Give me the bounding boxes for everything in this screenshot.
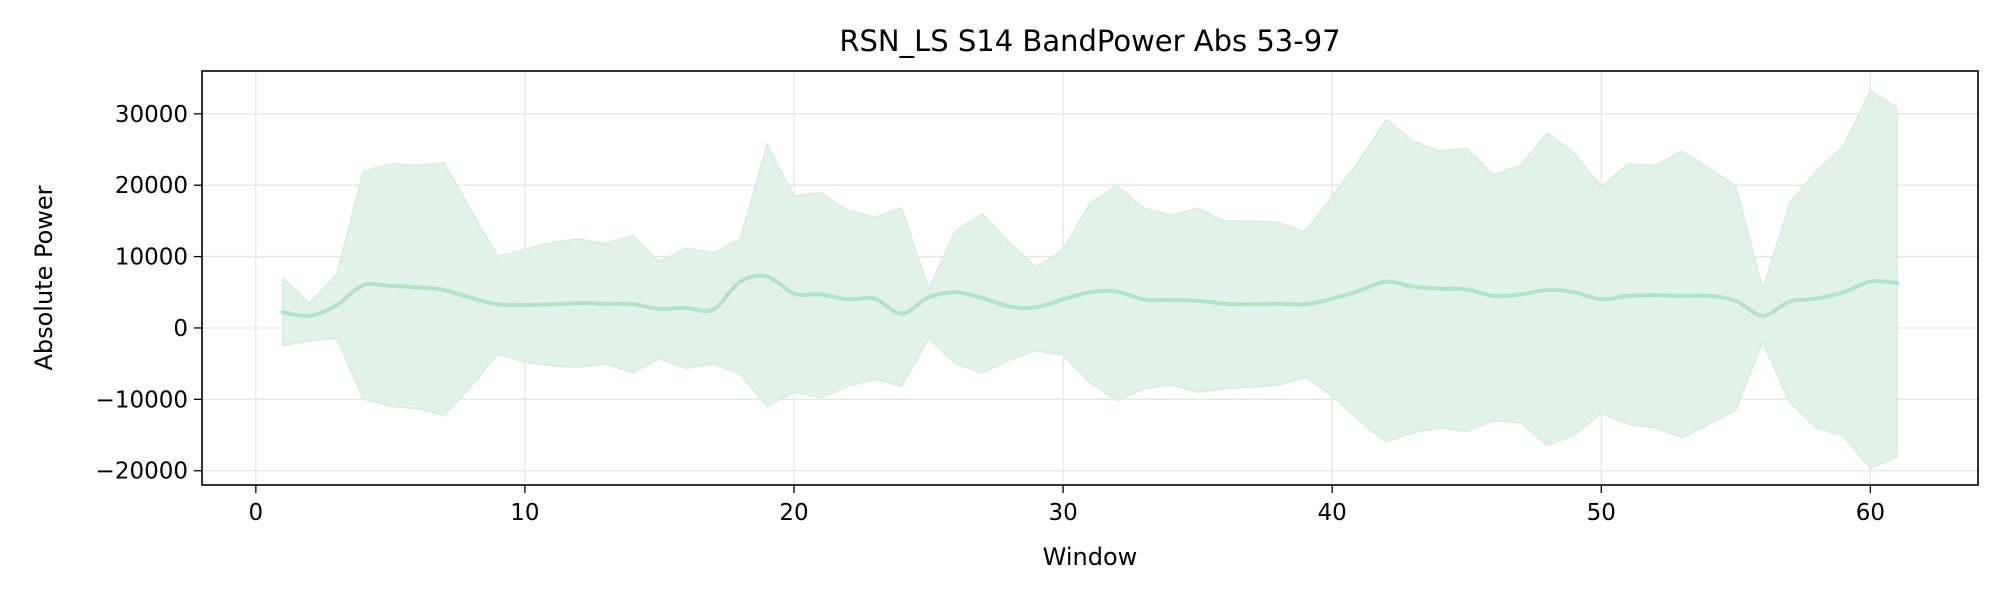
- mean-line: [280, 273, 1900, 319]
- y-tick-label: 10000: [115, 245, 188, 271]
- y-axis: −20000 −10000 0 10000 20000 30000: [96, 102, 202, 485]
- x-tick-label: 60: [1856, 500, 1885, 526]
- x-tick-label: 0: [248, 500, 263, 526]
- y-axis-label: Absolute Power: [30, 185, 58, 370]
- x-tick-label: 40: [1318, 500, 1347, 526]
- x-tick-label: 10: [510, 500, 539, 526]
- confidence-band: [282, 89, 1898, 470]
- chart-title: RSN_LS S14 BandPower Abs 53-97: [839, 24, 1340, 58]
- plot-frame: [201, 70, 1979, 486]
- y-tick-label: 0: [173, 316, 188, 342]
- y-tick-label: 30000: [115, 102, 188, 128]
- band-layer: [282, 89, 1898, 470]
- y-tick-label: −20000: [96, 459, 188, 485]
- y-tick-label: −10000: [96, 387, 188, 413]
- x-axis-label: Window: [1043, 543, 1138, 571]
- x-tick-label: 20: [779, 500, 808, 526]
- x-tick-label: 30: [1048, 500, 1077, 526]
- line-layer: [280, 273, 1900, 319]
- x-axis: 0 10 20 30 40 50 60: [248, 485, 1885, 526]
- y-tick-label: 20000: [115, 173, 188, 199]
- x-tick-label: 50: [1587, 500, 1616, 526]
